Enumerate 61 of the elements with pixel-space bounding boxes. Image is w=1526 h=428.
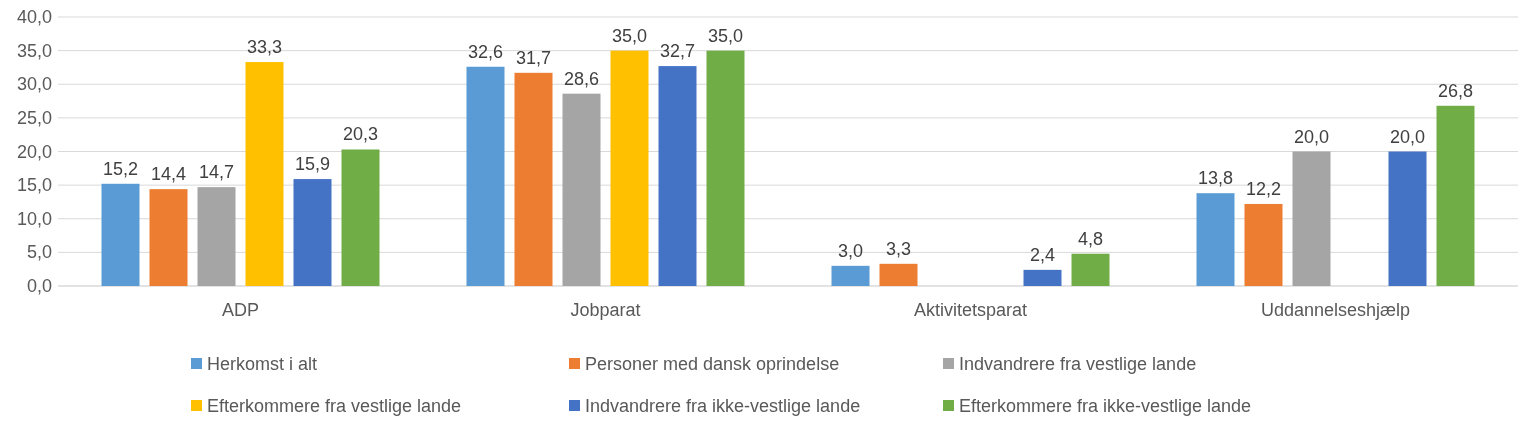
y-tick-label: 20,0 bbox=[16, 141, 52, 162]
data-label: 32,6 bbox=[467, 41, 504, 62]
bar bbox=[197, 187, 236, 286]
data-label: 3,0 bbox=[837, 240, 864, 261]
bar bbox=[514, 72, 553, 286]
data-label: 28,6 bbox=[563, 68, 600, 89]
y-tick-label: 0,0 bbox=[26, 276, 52, 296]
bar bbox=[1436, 105, 1475, 286]
legend-label: Personer med dansk oprindelse bbox=[585, 354, 840, 374]
data-label: 26,8 bbox=[1437, 80, 1474, 101]
bar bbox=[1023, 269, 1062, 286]
data-label: 20,0 bbox=[1389, 126, 1426, 147]
bar bbox=[149, 189, 188, 286]
legend-label: Herkomst i alt bbox=[207, 354, 318, 374]
y-tick-label: 30,0 bbox=[16, 74, 52, 95]
y-tick-label: 5,0 bbox=[26, 242, 52, 263]
data-label: 15,9 bbox=[294, 154, 331, 175]
x-tick-label: Uddannelseshjælp bbox=[1260, 300, 1411, 320]
data-label: 20,0 bbox=[1293, 126, 1330, 147]
data-label: 14,4 bbox=[150, 164, 187, 185]
data-label: 12,2 bbox=[1245, 178, 1282, 199]
data-label: 15,2 bbox=[102, 158, 139, 179]
y-tick-label: 15,0 bbox=[16, 175, 52, 196]
x-tick-label: Aktivitetsparat bbox=[913, 300, 1028, 320]
bar bbox=[1388, 151, 1427, 286]
y-tick-label: 10,0 bbox=[16, 208, 52, 229]
legend-label: Indvandrere fra vestlige lande bbox=[959, 354, 1197, 374]
bar bbox=[831, 265, 870, 286]
data-label: 14,7 bbox=[198, 162, 235, 183]
y-tick-label: 25,0 bbox=[16, 107, 52, 128]
y-tick-label: 35,0 bbox=[16, 40, 52, 61]
bar bbox=[1244, 203, 1283, 286]
data-label: 13,8 bbox=[1197, 168, 1234, 189]
bar bbox=[658, 66, 697, 286]
data-label: 32,7 bbox=[659, 41, 696, 62]
bar bbox=[341, 149, 380, 286]
data-label: 3,3 bbox=[885, 238, 912, 259]
bar bbox=[1196, 193, 1235, 286]
bar bbox=[293, 179, 332, 286]
data-label: 4,8 bbox=[1077, 228, 1104, 249]
data-label: 35,0 bbox=[707, 25, 744, 46]
x-tick-label: ADP bbox=[221, 300, 260, 320]
legend-label: Efterkommere fra ikke-vestlige lande bbox=[959, 396, 1252, 416]
bar bbox=[245, 62, 284, 286]
data-label: 33,3 bbox=[246, 37, 283, 58]
bar bbox=[879, 263, 918, 286]
bar bbox=[562, 93, 601, 286]
bar bbox=[466, 66, 505, 286]
bar bbox=[1292, 151, 1331, 286]
bar bbox=[101, 183, 140, 286]
bar bbox=[706, 50, 745, 286]
data-label: 35,0 bbox=[611, 25, 648, 46]
legend-label: Indvandrere fra ikke-vestlige lande bbox=[585, 396, 861, 416]
bar bbox=[1071, 253, 1110, 286]
data-label: 2,4 bbox=[1029, 244, 1056, 265]
legend-label: Efterkommere fra vestlige lande bbox=[207, 396, 462, 416]
data-label: 31,7 bbox=[515, 47, 552, 68]
x-tick-label: Jobparat bbox=[570, 300, 641, 320]
y-tick-label: 40,0 bbox=[16, 7, 52, 27]
bar bbox=[610, 50, 649, 286]
data-label: 20,3 bbox=[342, 124, 379, 145]
